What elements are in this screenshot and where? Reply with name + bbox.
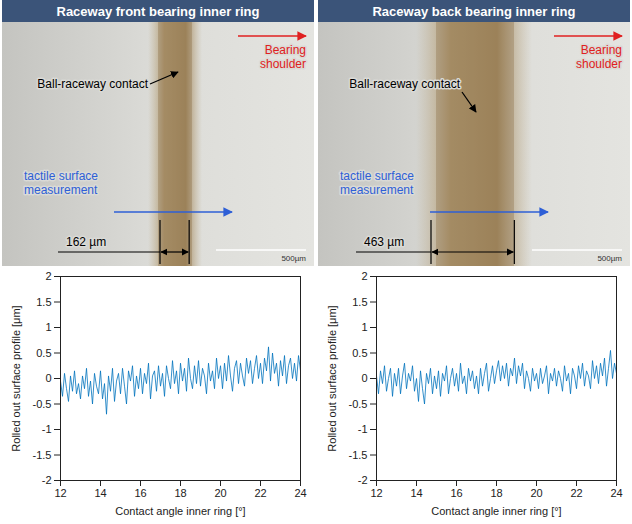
svg-text:14: 14	[410, 487, 422, 499]
svg-text:tactile surface: tactile surface	[340, 169, 414, 183]
svg-text:20: 20	[530, 487, 542, 499]
svg-text:measurement: measurement	[24, 183, 98, 197]
svg-text:-1: -1	[358, 423, 368, 435]
svg-text:500µm: 500µm	[597, 254, 622, 263]
svg-text:18: 18	[490, 487, 502, 499]
svg-text:Contact angle inner ring [°]: Contact angle inner ring [°]	[431, 505, 561, 517]
svg-text:12: 12	[54, 487, 66, 499]
svg-text:-1: -1	[42, 423, 52, 435]
svg-text:Contact angle inner ring [°]: Contact angle inner ring [°]	[115, 505, 245, 517]
svg-text:18: 18	[174, 487, 186, 499]
svg-text:Bearing: Bearing	[581, 43, 622, 57]
svg-text:12: 12	[370, 487, 382, 499]
svg-text:2: 2	[45, 270, 51, 282]
svg-text:Rolled out surface profile [μm: Rolled out surface profile [μm]	[10, 305, 22, 451]
svg-text:Rolled out surface profile [μm: Rolled out surface profile [μm]	[326, 305, 338, 451]
svg-text:-2: -2	[358, 474, 368, 486]
svg-text:-0.5: -0.5	[349, 398, 368, 410]
svg-text:1.5: 1.5	[352, 296, 367, 308]
svg-text:0.5: 0.5	[36, 347, 51, 359]
svg-text:Raceway back bearing inner rin: Raceway back bearing inner ring	[372, 4, 575, 19]
svg-text:measurement: measurement	[340, 183, 414, 197]
svg-text:22: 22	[570, 487, 582, 499]
svg-text:24: 24	[294, 487, 306, 499]
svg-text:1: 1	[45, 321, 51, 333]
svg-text:-0.5: -0.5	[33, 398, 52, 410]
svg-text:Ball-raceway contact: Ball-raceway contact	[349, 77, 460, 91]
svg-text:1.5: 1.5	[36, 296, 51, 308]
svg-text:20: 20	[214, 487, 226, 499]
svg-text:shoulder: shoulder	[576, 57, 622, 71]
svg-text:500µm: 500µm	[281, 254, 306, 263]
svg-text:0.5: 0.5	[352, 347, 367, 359]
svg-text:463 µm: 463 µm	[364, 235, 404, 249]
svg-text:2: 2	[361, 270, 367, 282]
svg-text:-2: -2	[42, 474, 52, 486]
svg-text:shoulder: shoulder	[260, 57, 306, 71]
svg-text:14: 14	[94, 487, 106, 499]
svg-text:Ball-raceway contact: Ball-raceway contact	[37, 77, 148, 91]
svg-text:Raceway front bearing inner ri: Raceway front bearing inner ring	[57, 4, 260, 19]
svg-text:16: 16	[450, 487, 462, 499]
svg-text:0: 0	[361, 372, 367, 384]
svg-text:162 µm: 162 µm	[66, 235, 106, 249]
svg-text:1: 1	[361, 321, 367, 333]
svg-text:0: 0	[45, 372, 51, 384]
svg-text:24: 24	[610, 487, 622, 499]
svg-text:Bearing: Bearing	[265, 43, 306, 57]
svg-text:22: 22	[254, 487, 266, 499]
svg-text:tactile surface: tactile surface	[24, 169, 98, 183]
svg-text:16: 16	[134, 487, 146, 499]
svg-text:-1.5: -1.5	[33, 449, 52, 461]
svg-text:-1.5: -1.5	[349, 449, 368, 461]
